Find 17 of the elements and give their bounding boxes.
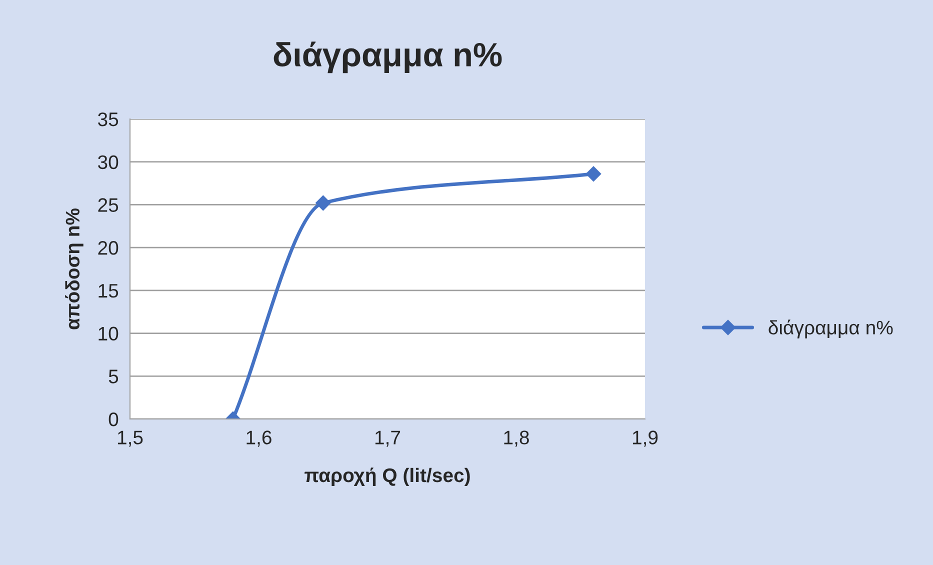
legend-label: διάγραμμα n%: [768, 320, 893, 338]
x-tick-label: 1,5: [118, 430, 143, 447]
y-tick-label: 0: [108, 412, 118, 426]
chart-title: διάγραμμα n%: [274, 42, 502, 74]
x-tick-label: 1,8: [504, 430, 529, 447]
y-tick-label: 5: [108, 370, 118, 384]
y-tick-label: 25: [98, 198, 118, 212]
y-axis-title: απόδοση n%: [65, 208, 84, 330]
y-tick-label: 35: [98, 112, 118, 126]
x-axis-title: παροχή Q (lit/sec): [304, 468, 470, 486]
x-tick-label: 1,7: [375, 430, 400, 447]
x-tick-label: 1,6: [246, 430, 272, 447]
y-tick-label: 10: [98, 326, 118, 341]
y-tick-label: 20: [98, 241, 118, 255]
y-tick-label: 30: [98, 155, 118, 170]
y-tick-label: 15: [98, 284, 118, 298]
x-tick-label: 1,9: [632, 430, 658, 447]
